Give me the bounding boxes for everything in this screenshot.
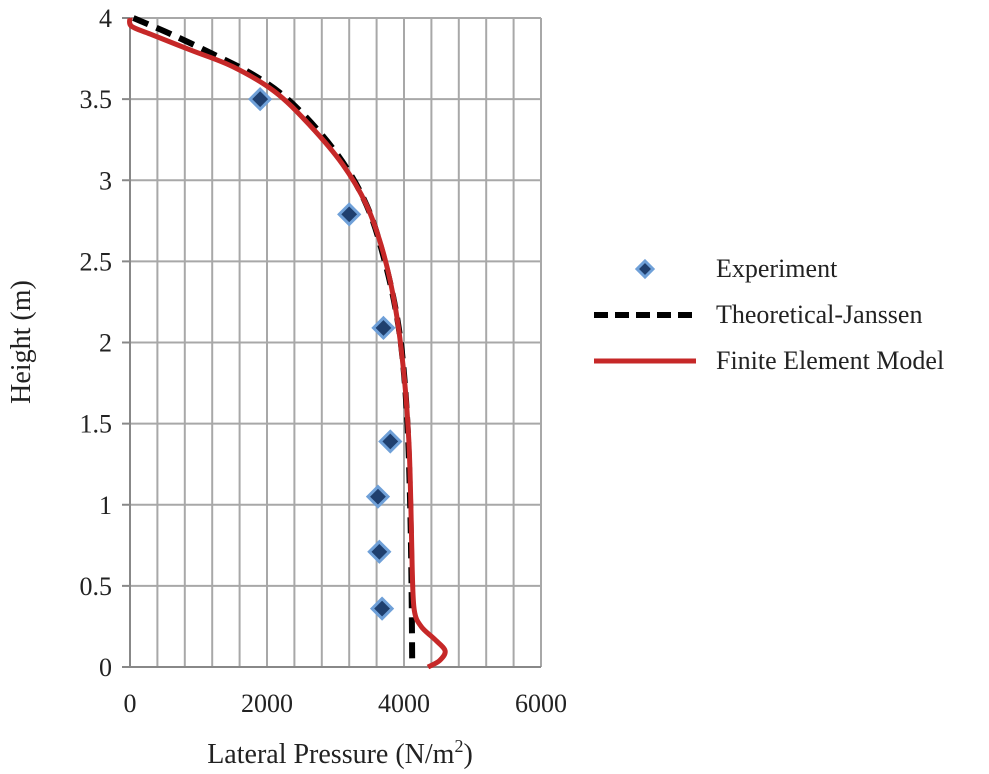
diamond-marker-icon — [634, 258, 656, 280]
legend-item-experiment: Experiment — [590, 246, 985, 292]
legend-label-experiment: Experiment — [716, 254, 838, 283]
finite-element-model-line — [126, 17, 448, 670]
legend-label-theoretical-janssen: Theoretical-Janssen — [716, 300, 923, 329]
x-tick-label: 6000 — [515, 689, 567, 718]
axes — [122, 17, 541, 668]
experiment-markers — [248, 87, 403, 621]
x-tick-label: 0 — [124, 689, 137, 718]
x-tick-label: 2000 — [241, 689, 293, 718]
y-tick-label: 1 — [99, 491, 112, 520]
y-tick-label: 2 — [99, 329, 112, 358]
legend-label-finite-element-model: Finite Element Model — [716, 346, 945, 375]
solid-line-icon — [594, 358, 696, 364]
experiment-point — [378, 429, 403, 454]
x-tick-labels: 0 2000 4000 6000 — [124, 689, 568, 718]
experiment-point — [337, 202, 362, 227]
experiment-point — [365, 484, 391, 509]
y-tick-label: 2.5 — [80, 247, 113, 276]
y-tick-labels: 0 0.5 1 1.5 2 2.5 3 3.5 4 — [80, 4, 113, 682]
series-lines — [126, 15, 448, 670]
y-tick-label: 3.5 — [80, 85, 113, 114]
y-tick-label: 0 — [99, 653, 112, 682]
y-tick-label: 0.5 — [80, 572, 113, 601]
y-axis-title: Height (m) — [6, 280, 37, 404]
dashed-line-icon — [594, 312, 696, 318]
grid — [130, 17, 542, 667]
experiment-point — [369, 596, 395, 621]
experiment-point — [371, 315, 396, 341]
experiment-point — [248, 87, 273, 112]
y-tick-label: 4 — [99, 4, 112, 33]
x-tick-label: 4000 — [378, 689, 430, 718]
legend: Experiment Theoretical-Janssen Finite El… — [590, 246, 985, 384]
legend-item-theoretical-janssen: Theoretical-Janssen — [590, 292, 985, 338]
y-tick-label: 3 — [99, 166, 112, 195]
x-axis-title: Lateral Pressure (N/m2) — [207, 736, 473, 770]
legend-item-finite-element-model: Finite Element Model — [590, 338, 985, 384]
y-tick-label: 1.5 — [80, 410, 113, 439]
experiment-point — [367, 539, 392, 564]
